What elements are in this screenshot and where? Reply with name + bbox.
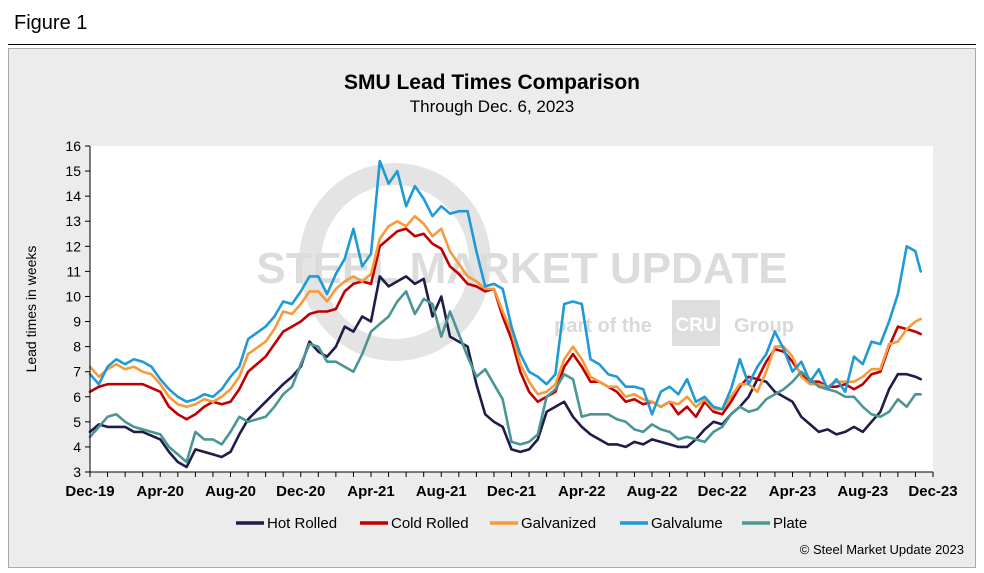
chart-title: SMU Lead Times Comparison [344, 71, 640, 94]
y-axis-label: Lead times in weeks [23, 246, 39, 373]
x-tick-label: Apr-21 [347, 483, 395, 500]
figure-divider [8, 44, 976, 45]
x-tick-label: Aug-21 [416, 483, 467, 500]
x-tick-label: Dec-21 [487, 483, 536, 500]
x-tick-label: Apr-22 [558, 483, 606, 500]
watermark: STEEL MARKET UPDATE part of the CRU Grou… [256, 163, 794, 361]
legend-label-galvanized: Galvanized [521, 515, 596, 532]
y-tick-label: 3 [73, 464, 81, 480]
y-tick-label: 15 [65, 163, 81, 179]
x-tick-label: Aug-23 [837, 483, 888, 500]
y-tick-label: 12 [65, 238, 81, 254]
y-tick-label: 9 [73, 314, 81, 330]
series-lines [88, 159, 923, 469]
x-tick-label: Dec-20 [276, 483, 325, 500]
y-tick-label: 4 [73, 439, 81, 455]
series-line-galvanized [88, 214, 923, 411]
legend-label-galvalume: Galvalume [651, 515, 723, 532]
y-tick-label: 7 [73, 364, 81, 380]
x-tick-label: Apr-23 [769, 483, 817, 500]
copyright-note: © Steel Market Update 2023 [800, 542, 964, 557]
x-tick-label: Aug-22 [627, 483, 678, 500]
y-tick-label: 8 [73, 339, 81, 355]
y-tick-label: 13 [65, 213, 81, 229]
x-tick-label: Apr-20 [136, 483, 184, 500]
y-tick-label: 5 [73, 414, 81, 430]
series-line-hot-rolled [88, 275, 923, 469]
series-line-plate [88, 290, 923, 464]
legend-label-hot-rolled: Hot Rolled [267, 515, 337, 532]
y-tick-label: 10 [65, 288, 81, 304]
watermark-tagline-part1: part of the [554, 315, 652, 337]
watermark-brand: STEEL MARKET UPDATE [256, 244, 787, 293]
y-tick-label: 16 [65, 138, 81, 154]
y-axis-ticks: 3 4 5 6 7 8 9 10 11 12 13 14 15 16 [65, 138, 90, 480]
watermark-tagline-part2: Group [734, 315, 794, 337]
y-tick-label: 6 [73, 389, 81, 405]
watermark-cru-text: CRU [675, 315, 716, 336]
series-line-cold-rolled [88, 227, 923, 421]
y-tick-label: 14 [65, 188, 81, 204]
legend-label-plate: Plate [773, 515, 807, 532]
watermark-cru-logo [672, 300, 720, 346]
x-tick-label: Dec-22 [698, 483, 747, 500]
plot-area [90, 146, 933, 472]
x-tick-label: Aug-20 [205, 483, 256, 500]
series-line-galvalume [88, 159, 923, 416]
x-tick-label: Dec-19 [65, 483, 114, 500]
x-tick-label: Dec-23 [908, 483, 957, 500]
x-axis-ticks: Dec-19 Apr-20 Aug-20 Dec-20 Apr-21 Aug-21 Dec-… [65, 472, 958, 500]
chart-subtitle: Through Dec. 6, 2023 [410, 97, 574, 116]
legend-label-cold-rolled: Cold Rolled [391, 515, 469, 532]
legend: Hot Rolled Cold Rolled Galvanized Galvalume… [236, 515, 807, 532]
figure-label: Figure 1 [14, 12, 88, 34]
y-tick-label: 11 [66, 263, 81, 279]
